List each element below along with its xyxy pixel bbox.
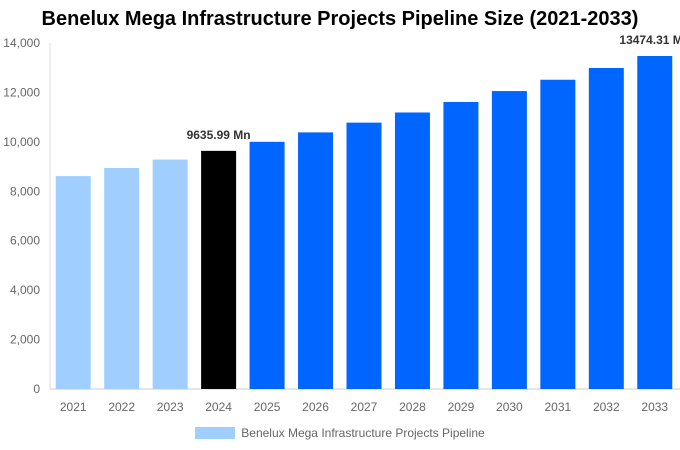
legend: Benelux Mega Infrastructure Projects Pip…: [0, 426, 680, 440]
bar-2032: [588, 67, 624, 389]
x-tick-label: 2033: [641, 400, 668, 414]
x-tick-label: 2030: [496, 400, 523, 414]
y-tick-label: 2,000: [10, 333, 40, 347]
data-label-2024: 9635.99 Mn: [187, 128, 251, 142]
bar-2025: [249, 141, 285, 389]
legend-swatch: [195, 427, 236, 439]
x-tick-label: 2025: [254, 400, 281, 414]
data-label-2033: 13474.31 Mn: [619, 33, 680, 47]
bar-2030: [491, 91, 527, 390]
bar-2033: [637, 55, 673, 389]
bar-2021: [55, 176, 91, 389]
y-tick-label: 6,000: [10, 234, 40, 248]
bar-2023: [152, 159, 188, 389]
y-tick-label: 8,000: [10, 184, 40, 198]
x-tick-label: 2029: [448, 400, 475, 414]
bar-2028: [394, 112, 430, 389]
x-tick-label: 2028: [399, 400, 426, 414]
y-tick-label: 0: [33, 382, 40, 396]
x-tick-label: 2023: [157, 400, 184, 414]
x-tick-label: 2031: [544, 400, 571, 414]
bar-2029: [443, 101, 479, 390]
bar-2024: [201, 150, 237, 389]
y-tick-label: 14,000: [3, 36, 40, 50]
bar-2022: [104, 167, 140, 389]
x-tick-label: 2022: [108, 400, 135, 414]
bar-2026: [298, 132, 334, 389]
y-tick-label: 4,000: [10, 283, 40, 297]
legend-label: Benelux Mega Infrastructure Projects Pip…: [241, 426, 485, 440]
x-tick-label: 2024: [205, 400, 232, 414]
x-tick-label: 2032: [593, 400, 620, 414]
bar-2027: [346, 122, 382, 389]
bar-2031: [540, 79, 576, 389]
chart-title: Benelux Mega Infrastructure Projects Pip…: [41, 8, 639, 30]
x-tick-label: 2027: [351, 400, 378, 414]
x-tick-label: 2026: [302, 400, 329, 414]
y-tick-label: 10,000: [3, 135, 40, 149]
x-tick-label: 2021: [60, 400, 87, 414]
y-tick-label: 12,000: [3, 85, 40, 99]
